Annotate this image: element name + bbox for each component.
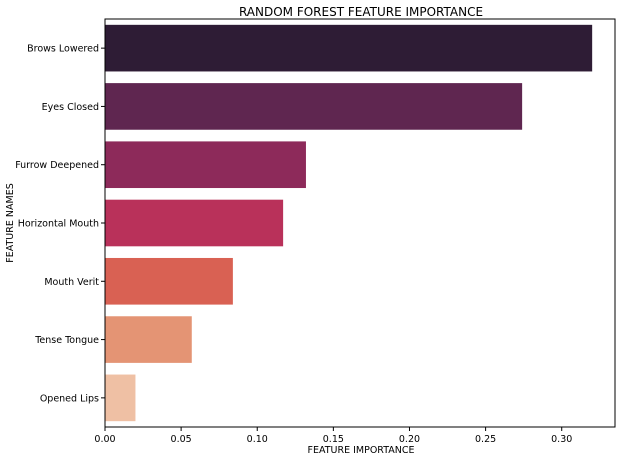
x-tick-label: 0.00	[94, 434, 115, 445]
bars-layer	[105, 24, 593, 422]
bar	[105, 257, 233, 305]
plot-frame	[104, 18, 616, 428]
x-tick-label: 0.30	[551, 434, 572, 445]
y-tick-label: Furrow Deepened	[15, 160, 99, 171]
y-tick-label: Brows Lowered	[27, 44, 99, 55]
y-tick-label: Horizontal Mouth	[18, 219, 99, 230]
x-tick-label: 0.10	[247, 434, 268, 445]
x-tick-label: 0.05	[171, 434, 192, 445]
x-tick-label: 0.20	[399, 434, 420, 445]
x-tick-label: 0.25	[475, 434, 496, 445]
y-tick-label: Opened Lips	[40, 393, 99, 404]
bar	[105, 141, 306, 189]
x-axis-label: FEATURE IMPORTANCE	[307, 445, 414, 456]
bar	[105, 374, 136, 422]
y-tick-label: Eyes Closed	[42, 102, 99, 113]
x-tick-label: 0.15	[323, 434, 344, 445]
y-axis-label: FEATURE NAMES	[5, 183, 16, 262]
bar	[105, 199, 284, 247]
chart-title: RANDOM FOREST FEATURE IMPORTANCE	[239, 5, 483, 19]
y-tick-label: Tense Tongue	[34, 335, 99, 346]
bar	[105, 83, 523, 130]
y-tick-label: Mouth Verit	[44, 277, 99, 288]
bar	[105, 24, 593, 72]
y-tick-labels: Brows Lowered Eyes Closed Furrow Deepened H…	[15, 44, 105, 404]
bar	[105, 316, 192, 363]
x-tick-labels: 0.00 0.05 0.10 0.15 0.20 0.25 0.30	[94, 427, 572, 445]
